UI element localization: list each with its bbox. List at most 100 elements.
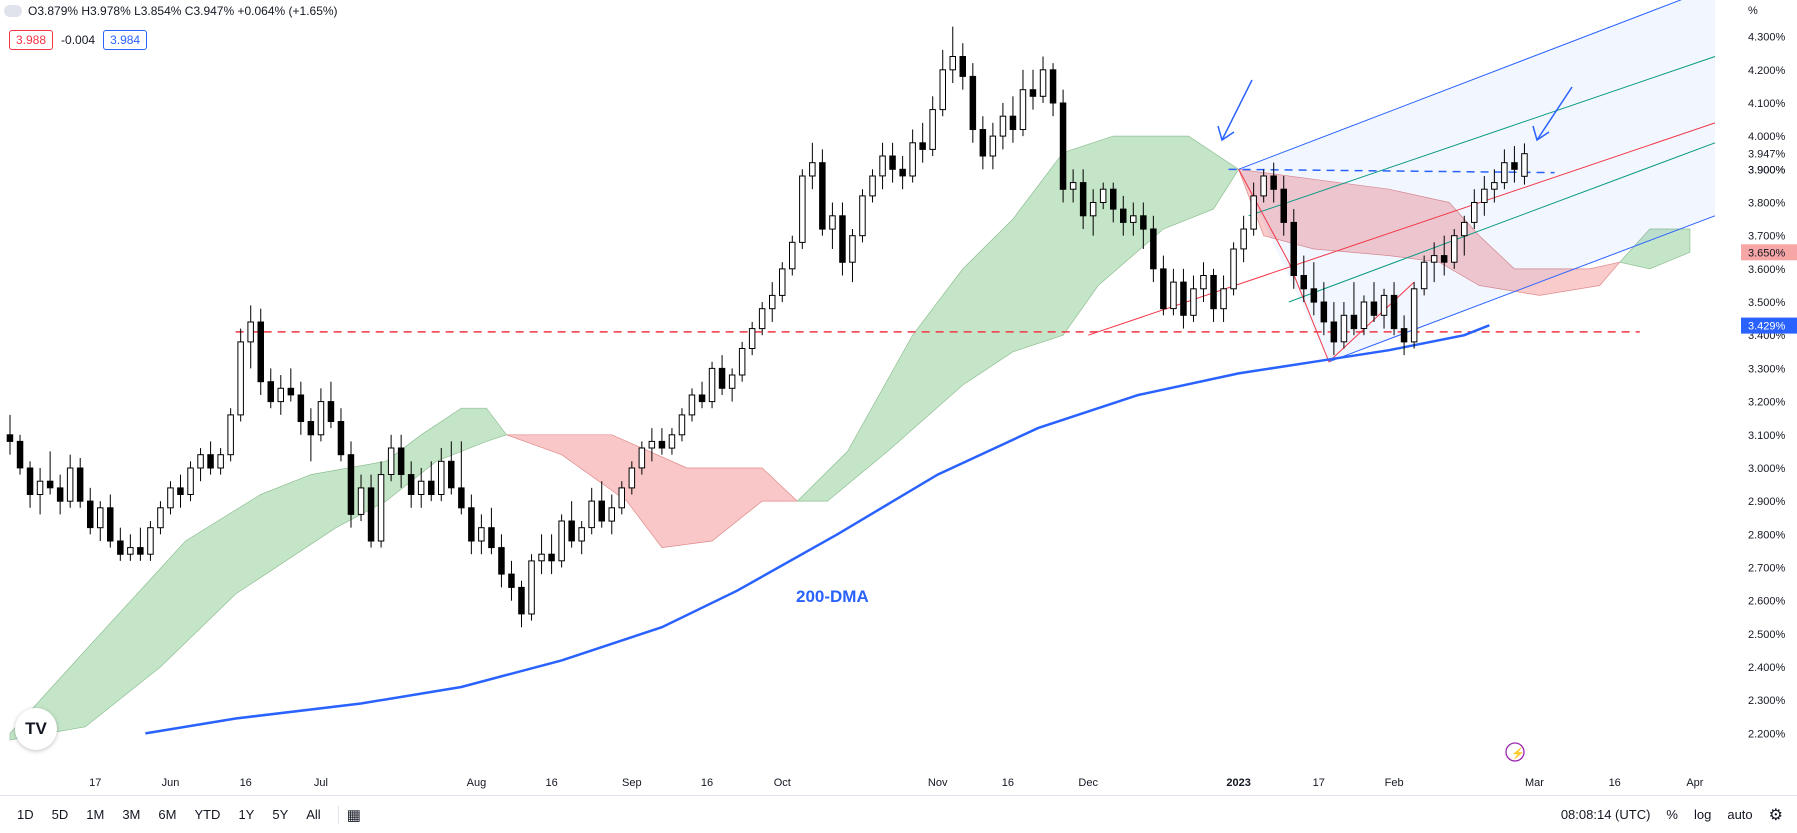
candle[interactable] (528, 554, 535, 621)
log-toggle[interactable]: log (1693, 807, 1712, 822)
candle[interactable] (347, 441, 355, 528)
candle[interactable] (277, 375, 284, 415)
candle[interactable] (919, 122, 926, 163)
candle[interactable] (969, 63, 977, 143)
channel-inner-upper-line[interactable] (1248, 56, 1716, 217)
candle[interactable] (538, 534, 545, 575)
candle[interactable] (728, 368, 736, 402)
candle[interactable] (1330, 302, 1338, 356)
candle[interactable] (488, 507, 495, 555)
range-button[interactable]: 5D (51, 807, 69, 822)
candle[interactable] (407, 461, 415, 508)
candle[interactable] (879, 142, 886, 190)
candle[interactable] (117, 527, 124, 561)
range-button[interactable]: 5Y (272, 807, 289, 822)
candle[interactable] (468, 494, 475, 555)
bid-price[interactable]: 3.988 (9, 30, 54, 50)
candle[interactable] (16, 434, 24, 475)
candle[interactable] (207, 441, 214, 475)
date-range-icon[interactable]: ▦ (346, 806, 361, 824)
candle[interactable] (1320, 282, 1328, 336)
range-button[interactable]: 3M (122, 807, 141, 822)
candle[interactable] (307, 408, 315, 462)
candle[interactable] (267, 368, 274, 409)
candle[interactable] (448, 441, 455, 495)
candle[interactable] (1200, 262, 1207, 303)
events-lightning-icon[interactable]: ⚡ (1505, 742, 1525, 762)
candle[interactable] (1140, 202, 1147, 249)
candle[interactable] (899, 156, 906, 190)
arrow-marker-icon[interactable] (1532, 86, 1573, 142)
candle[interactable] (97, 501, 104, 541)
channel-upper-line[interactable] (1238, 0, 1715, 170)
candle[interactable] (929, 96, 936, 157)
candle[interactable] (1190, 275, 1197, 322)
candle[interactable] (568, 501, 575, 548)
candle[interactable] (718, 355, 726, 395)
candle[interactable] (377, 461, 385, 548)
candle[interactable] (668, 428, 676, 455)
candle[interactable] (708, 361, 716, 409)
candle[interactable] (949, 26, 956, 84)
candle[interactable] (1300, 255, 1307, 303)
candle[interactable] (1019, 69, 1027, 137)
pitchfork-anchor-line[interactable] (1238, 169, 1415, 363)
candle[interactable] (287, 368, 295, 402)
candle[interactable] (1410, 282, 1418, 349)
candle[interactable] (367, 474, 375, 548)
candle[interactable] (76, 458, 84, 508)
candle[interactable] (959, 43, 966, 90)
candle[interactable] (508, 560, 515, 601)
candle[interactable] (558, 514, 565, 568)
candle[interactable] (147, 521, 154, 561)
candle[interactable] (588, 487, 595, 535)
candle[interactable] (628, 461, 636, 495)
candle[interactable] (127, 534, 134, 561)
candle[interactable] (26, 461, 34, 508)
clock-readout[interactable]: 08:08:14 (UTC) (1560, 807, 1651, 822)
collapse-legend-icon[interactable] (4, 5, 22, 17)
candle[interactable] (809, 142, 816, 190)
ask-price[interactable]: 3.984 (103, 30, 148, 50)
candle[interactable] (1370, 282, 1378, 322)
candle[interactable] (1009, 96, 1017, 143)
candle[interactable] (237, 328, 244, 422)
candle[interactable] (869, 169, 876, 203)
candle[interactable] (187, 461, 194, 502)
candle[interactable] (1521, 143, 1528, 185)
candle[interactable] (989, 122, 997, 170)
candle[interactable] (1440, 235, 1448, 276)
candle[interactable] (819, 149, 826, 236)
candle[interactable] (1220, 275, 1227, 322)
candle[interactable] (578, 521, 585, 555)
candle[interactable] (1340, 302, 1348, 349)
chart-area[interactable]: 200-DMA ⚡ (0, 0, 1740, 770)
candle[interactable] (157, 501, 164, 535)
channel-inner-lower-line[interactable] (1288, 142, 1716, 303)
candle[interactable] (758, 302, 766, 336)
candle[interactable] (618, 481, 625, 515)
candle[interactable] (1079, 169, 1087, 230)
candle[interactable] (1451, 229, 1458, 269)
candle[interactable] (1150, 215, 1157, 283)
candle[interactable] (1059, 89, 1067, 203)
candle[interactable] (1270, 162, 1277, 203)
settings-gear-icon[interactable]: ⚙ (1768, 806, 1783, 824)
candle[interactable] (548, 534, 555, 575)
candle[interactable] (1250, 182, 1257, 236)
candle[interactable] (789, 235, 796, 276)
candle[interactable] (799, 169, 806, 249)
candle[interactable] (36, 467, 44, 515)
candle[interactable] (859, 189, 866, 243)
candle[interactable] (46, 451, 54, 495)
candle[interactable] (1089, 189, 1097, 236)
tradingview-logo-icon[interactable]: TV (15, 708, 57, 750)
candle[interactable] (317, 388, 325, 442)
candle[interactable] (257, 308, 264, 395)
candle[interactable] (1240, 215, 1247, 263)
candle[interactable] (1390, 282, 1398, 336)
candle[interactable] (638, 441, 646, 475)
candle[interactable] (999, 102, 1007, 150)
arrow-marker-icon[interactable] (1217, 79, 1253, 142)
candle[interactable] (1430, 242, 1438, 283)
